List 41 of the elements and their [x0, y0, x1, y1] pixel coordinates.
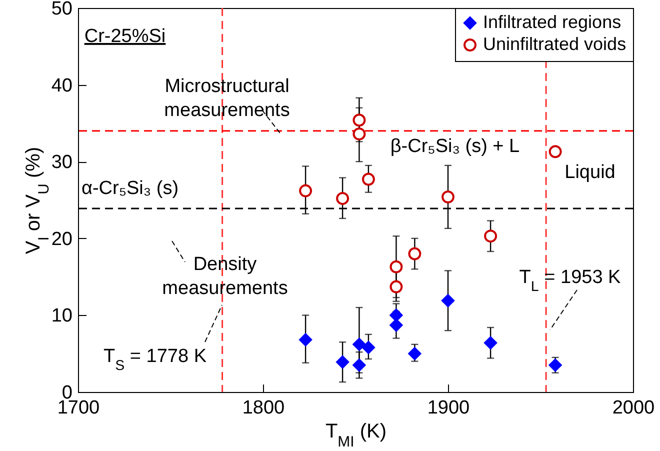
y-tick-label: 20	[51, 228, 72, 250]
x-tick-label: 1800	[242, 398, 285, 418]
point	[442, 294, 454, 308]
annotation: Cr-25%Si	[84, 26, 166, 47]
point	[408, 347, 422, 360]
y-tick-label: 30	[51, 152, 72, 174]
point	[548, 358, 562, 372]
annotation: α-Cr₅Si₃ (s)	[81, 178, 179, 199]
annotation: β-Cr₅Si₃ (s) + L	[390, 136, 520, 157]
point	[390, 308, 403, 322]
annotation: T$_{L}$ = 1953 K	[519, 267, 622, 295]
point	[442, 190, 454, 204]
point	[390, 260, 403, 274]
x-tick-label: 1900	[427, 398, 470, 418]
point	[352, 338, 366, 351]
annotation: Microstructural measurements	[164, 76, 290, 121]
point	[362, 172, 375, 186]
point	[336, 192, 350, 205]
y-tick-label: 50	[51, 0, 72, 20]
point	[299, 333, 312, 346]
point	[362, 340, 375, 354]
annotation: Density measurements	[162, 254, 288, 299]
point	[408, 247, 422, 260]
y-tick-label: 40	[51, 75, 72, 96]
point	[390, 280, 403, 294]
legend-label: Uninfiltrated voids	[483, 34, 626, 54]
annotation: T$_{S}$ = 1778 K	[104, 346, 207, 374]
point	[352, 127, 366, 140]
x-tick-label: 2000	[612, 398, 655, 418]
point	[484, 336, 498, 350]
point	[336, 356, 350, 369]
point	[484, 230, 498, 243]
point	[548, 145, 562, 158]
point	[352, 114, 366, 127]
point	[299, 184, 312, 198]
annotation: Liquid	[564, 162, 616, 183]
x-axis-title: T$_{MI}$ (K)	[325, 420, 387, 450]
point	[352, 358, 366, 372]
legend-label: Infiltrated regions	[483, 12, 622, 32]
point	[390, 318, 403, 332]
y-tick-label: 10	[51, 306, 72, 327]
